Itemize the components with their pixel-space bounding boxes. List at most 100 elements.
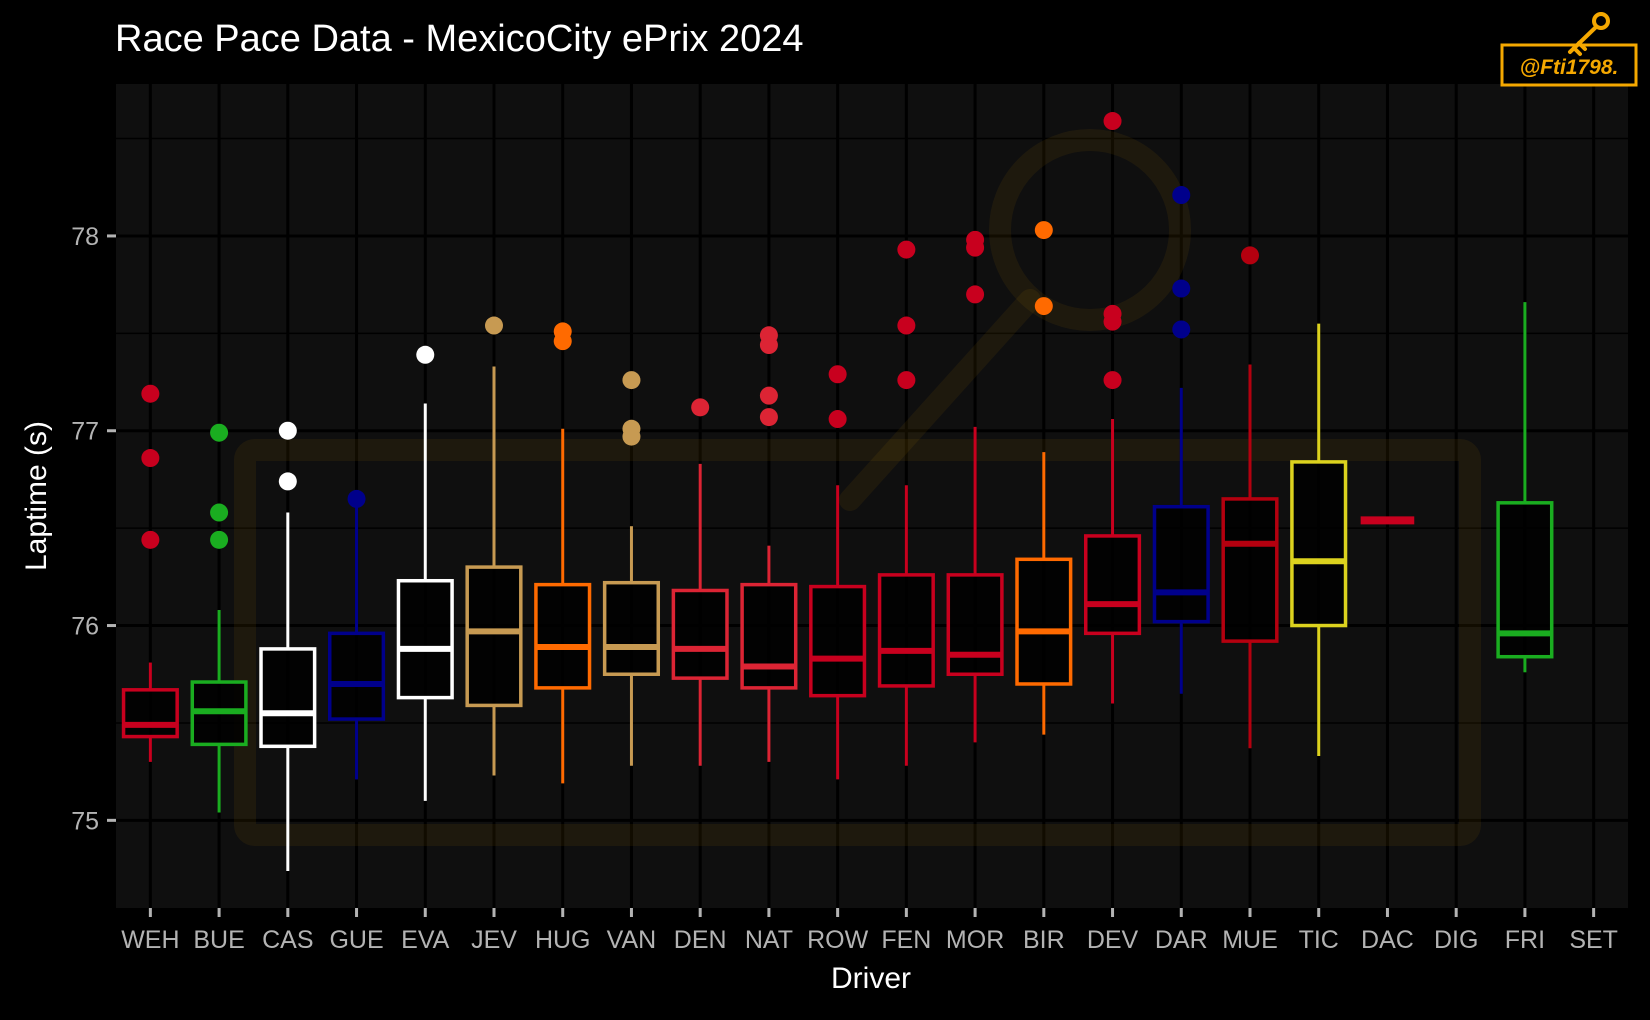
outlier-point (1034, 297, 1053, 316)
watermark-text: @Fti1798. (1520, 56, 1619, 79)
x-tick-label: JEV (471, 926, 517, 954)
box-body (946, 573, 1004, 676)
outlier-point (759, 336, 778, 355)
box-body (1083, 534, 1142, 636)
box-gue (327, 489, 386, 780)
x-tick-label: DIG (1434, 926, 1478, 954)
outlier-point (278, 472, 297, 491)
box-dar (1152, 186, 1210, 694)
outlier-point (210, 423, 229, 442)
box-eva (396, 345, 454, 801)
outlier-point (485, 316, 503, 335)
outlier-point (553, 332, 572, 351)
box-body (1015, 557, 1073, 686)
box-tic (1290, 323, 1348, 757)
plot-panel (116, 84, 1628, 908)
x-tick-label: HUG (535, 926, 591, 954)
watermark-frame (1500, 43, 1638, 87)
background-watermark (234, 129, 1481, 846)
box-body (465, 565, 523, 708)
box-hug (534, 322, 592, 784)
outlier-point (416, 345, 435, 364)
outlier-point (897, 240, 916, 259)
x-tick-label: MUE (1222, 926, 1278, 954)
outlier-point (622, 371, 641, 390)
outlier-point (828, 410, 847, 429)
box-series (121, 112, 1554, 871)
outlier-point (966, 285, 985, 304)
box-nat (740, 326, 798, 762)
x-tick-label: EVA (401, 926, 449, 954)
y-tick-label: 75 (71, 807, 99, 835)
y-tick-label: 78 (71, 223, 99, 251)
x-tick-label: CAS (262, 926, 313, 954)
box-weh (121, 384, 179, 762)
y-tick-label: 77 (71, 418, 99, 446)
key-icon (1568, 12, 1610, 56)
box-body (121, 688, 179, 739)
outlier-point (759, 386, 778, 405)
box-body (671, 588, 729, 680)
grid-minor (116, 137, 1628, 724)
x-tick-label: ROW (807, 926, 869, 954)
outlier-point (1103, 112, 1122, 131)
box-mue (1221, 246, 1279, 749)
x-tick-label: BIR (1023, 926, 1065, 954)
x-tick-label: VAN (607, 926, 657, 954)
outlier-point (278, 421, 297, 440)
box-body (1221, 497, 1279, 643)
box-body (259, 647, 317, 749)
box-body (877, 573, 935, 688)
x-tick-label: DAR (1155, 926, 1208, 954)
box-bir (1015, 221, 1073, 735)
box-bue (190, 423, 248, 813)
x-tick-label: GUE (329, 926, 383, 954)
outlier-point (622, 427, 641, 446)
outlier-point (141, 530, 160, 549)
x-tick-label: DEV (1087, 926, 1139, 954)
outlier-point (759, 408, 778, 427)
box-jev (465, 316, 523, 776)
x-tick-label: MOR (946, 926, 1004, 954)
x-tick-label: SET (1569, 926, 1618, 954)
outlier-point (1103, 312, 1122, 331)
box-body (1152, 504, 1210, 624)
outlier-point (1034, 221, 1053, 240)
box-body (396, 578, 454, 700)
outlier-point (1172, 186, 1191, 205)
x-tick-label: BUE (193, 926, 244, 954)
box-fri (1496, 302, 1554, 673)
x-tick-label: FEN (881, 926, 931, 954)
outlier-point (1172, 320, 1191, 339)
outlier-point (1172, 279, 1191, 298)
box-cas (259, 421, 317, 871)
y-tick-label: 76 (71, 613, 99, 641)
outlier-point (897, 371, 916, 390)
x-axis: WEH BUE CAS GUE EVA JEV HUG VAN DEN NAT ROW FEN MOR B… (121, 908, 1618, 954)
outlier-point (691, 398, 710, 417)
box-van (602, 371, 661, 766)
outlier-point (897, 316, 916, 335)
x-axis-title: Driver (831, 962, 911, 995)
box-body (327, 631, 386, 721)
watermark-logo: @Fti1798. (1500, 12, 1638, 87)
y-axis-title: Laptime (s) (20, 421, 53, 571)
y-axis: 75 76 77 78 (71, 223, 116, 835)
x-tick-label: WEH (121, 926, 179, 954)
x-tick-label: FRI (1505, 926, 1545, 954)
box-body (1290, 460, 1348, 628)
outlier-point (141, 449, 160, 468)
box-body (602, 580, 661, 676)
outlier-point (828, 365, 847, 384)
outlier-point (347, 489, 366, 508)
x-tick-label: DEN (674, 926, 727, 954)
box-row (809, 365, 867, 780)
x-tick-label: NAT (745, 926, 793, 954)
outlier-point (966, 238, 985, 257)
outlier-point (210, 530, 229, 549)
outlier-point (1103, 371, 1122, 390)
box-fen (877, 240, 935, 766)
box-dev (1083, 112, 1142, 704)
box-mor (946, 230, 1004, 743)
